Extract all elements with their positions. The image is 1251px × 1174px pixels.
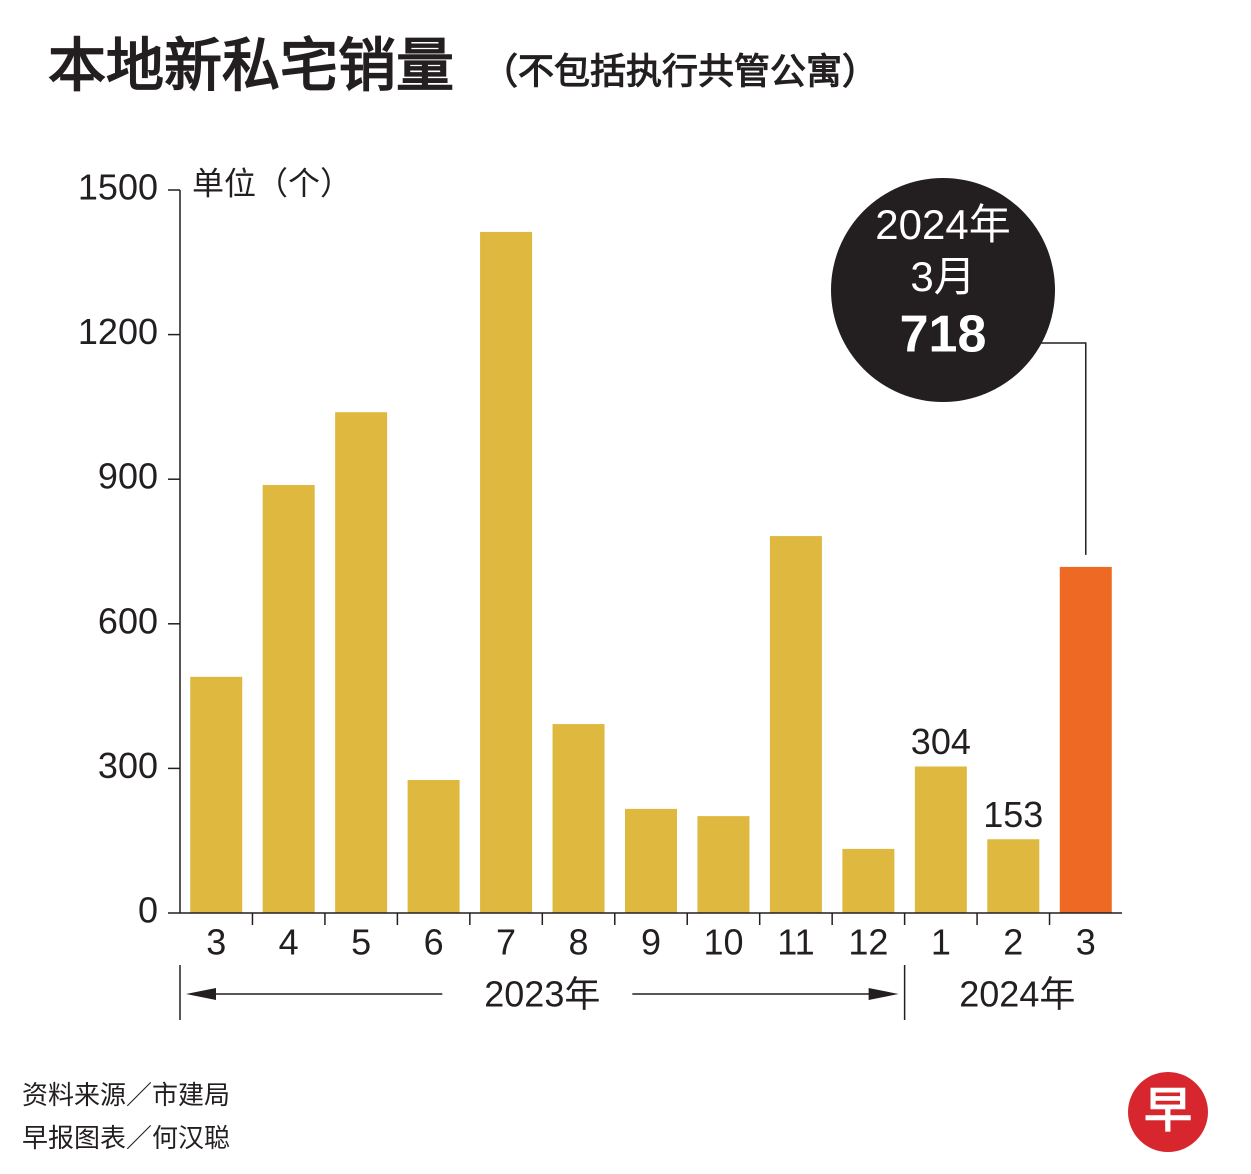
chart-subtitle: （不包括执行共管公寓） [482,51,878,92]
arrow-head [868,988,899,1000]
arrow-head [186,988,216,1000]
source: 资料来源／市建局 [22,1080,230,1110]
year-label: 2024年 [959,974,1075,1015]
x-tick-label: 3 [1076,922,1096,963]
logo: 早 [1144,1085,1192,1138]
chart-title: 本地新私宅销量 [48,33,454,98]
y-tick-label: 300 [98,745,158,786]
value-label: 153 [983,794,1043,835]
y-tick-label: 900 [98,456,158,497]
x-tick-label: 6 [424,922,444,963]
x-tick-label: 3 [206,922,226,963]
x-tick-label: 9 [641,922,661,963]
callout-month: 3月 [910,253,975,300]
y-axis-label: 单位（个） [192,165,352,201]
callout-leader [1035,342,1087,555]
bar [480,231,533,913]
credit: 早报图表／何汉聪 [22,1123,230,1153]
x-tick-label: 8 [569,922,589,963]
x-tick-label: 10 [703,922,743,963]
bar [190,676,243,913]
bar [407,779,460,913]
value-label: 304 [911,721,971,762]
bar [914,766,967,913]
x-tick-label: 11 [777,922,814,963]
x-tick-label: 5 [351,922,371,963]
y-tick-label: 1500 [78,167,158,208]
y-tick-label: 600 [98,600,158,641]
bar [552,724,605,913]
x-tick-label: 7 [496,922,516,963]
logo-circle [1128,1072,1208,1152]
bar [987,839,1040,913]
bar [335,412,388,913]
bar [697,816,750,913]
bar [842,848,895,913]
bar [1059,566,1112,913]
y-tick-label: 0 [138,890,158,931]
x-tick-label: 1 [931,922,951,963]
year-label: 2023年 [484,974,600,1015]
callout-value: 718 [900,306,987,364]
x-tick-label: 12 [848,922,888,963]
x-tick-label: 2 [1003,922,1023,963]
y-tick-label: 1200 [78,311,158,352]
bar [769,536,822,913]
callout-year: 2024年 [875,201,1010,248]
callout-circle [831,178,1055,402]
bar [262,484,315,913]
bar [625,808,677,913]
x-tick-label: 4 [279,922,299,963]
